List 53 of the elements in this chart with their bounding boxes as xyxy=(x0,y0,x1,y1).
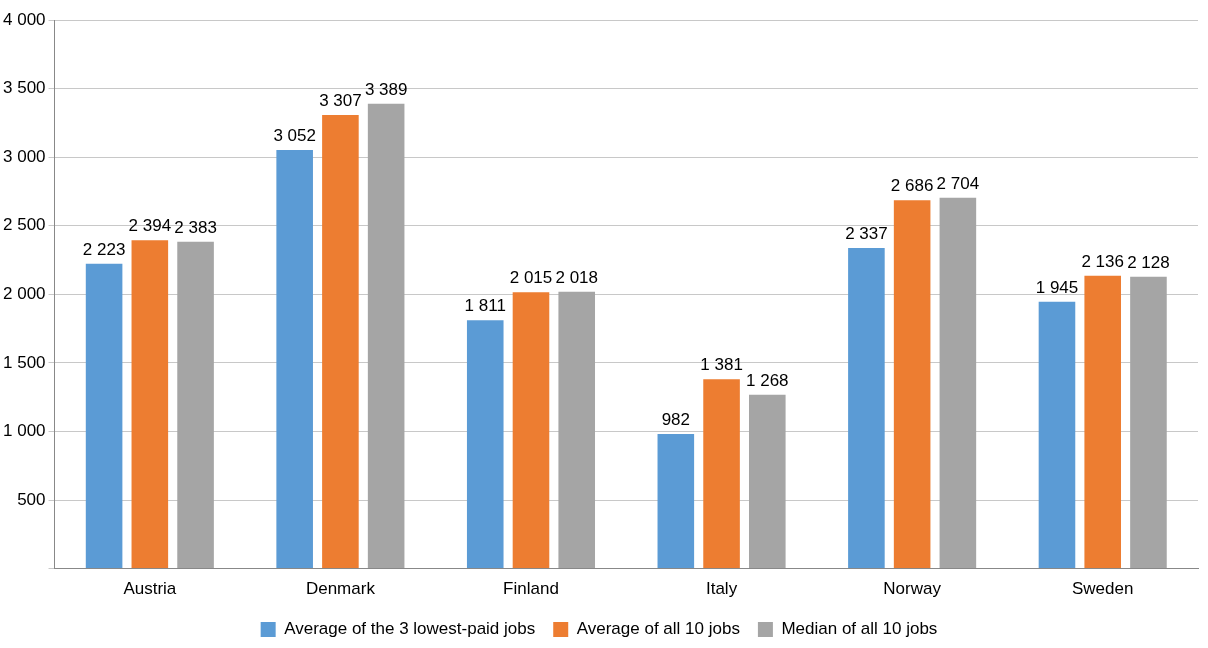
data-label: 2 223 xyxy=(82,239,126,259)
bar xyxy=(1084,275,1122,569)
x-tick-label: Norway xyxy=(883,579,942,599)
data-label: 1 268 xyxy=(746,370,789,390)
bar xyxy=(177,241,214,569)
legend-label: Median of all 10 jobs xyxy=(781,619,938,639)
legend-label: Average of the 3 lowest-paid jobs xyxy=(284,619,536,639)
data-label: 2 383 xyxy=(174,217,217,237)
bar xyxy=(85,263,123,569)
data-label: 1 811 xyxy=(464,296,506,316)
data-label: 2 128 xyxy=(1127,252,1170,272)
legend-label: Average of all 10 jobs xyxy=(576,619,740,639)
data-label: 2 337 xyxy=(845,224,888,244)
data-label: 2 136 xyxy=(1081,251,1124,271)
data-label: 2 704 xyxy=(936,173,980,193)
y-tick-label: 1 500 xyxy=(2,352,46,372)
x-tick-label: Austria xyxy=(123,579,177,599)
data-label: 3 307 xyxy=(319,91,362,111)
data-label: 3 389 xyxy=(364,79,408,99)
x-tick-label: Italy xyxy=(705,579,738,599)
data-label: 2 394 xyxy=(128,216,172,236)
bar xyxy=(749,394,786,569)
data-label: 3 052 xyxy=(273,126,316,146)
bar xyxy=(558,291,596,569)
bar xyxy=(512,292,550,569)
y-tick-label: 2 000 xyxy=(2,283,46,303)
data-label: 1 381 xyxy=(700,355,743,375)
bar xyxy=(367,103,405,569)
data-label: 2 018 xyxy=(555,268,598,288)
bar xyxy=(131,240,169,569)
data-label: 2 015 xyxy=(509,268,553,288)
bar xyxy=(1038,301,1076,569)
bar xyxy=(322,115,359,569)
y-tick-label: 1 000 xyxy=(2,421,46,441)
x-tick-label: Sweden xyxy=(1071,579,1134,599)
bar xyxy=(848,248,885,569)
bar xyxy=(1130,276,1167,569)
y-tick-label: 4 000 xyxy=(2,9,46,29)
y-tick-label: 500 xyxy=(17,489,46,509)
x-tick-label: Finland xyxy=(503,579,559,599)
bar xyxy=(703,379,740,569)
y-tick-label: 3 000 xyxy=(2,146,46,166)
bar xyxy=(893,200,931,569)
y-tick-label: 2 500 xyxy=(2,215,46,235)
data-label: 982 xyxy=(661,410,691,430)
bar xyxy=(276,150,313,569)
data-label: 1 945 xyxy=(1035,278,1079,298)
data-label: 2 686 xyxy=(890,176,934,196)
y-tick-label: 3 500 xyxy=(2,78,46,98)
x-tick-label: Denmark xyxy=(305,579,376,599)
bar xyxy=(939,197,977,569)
bar xyxy=(657,433,695,569)
bar xyxy=(466,320,504,569)
